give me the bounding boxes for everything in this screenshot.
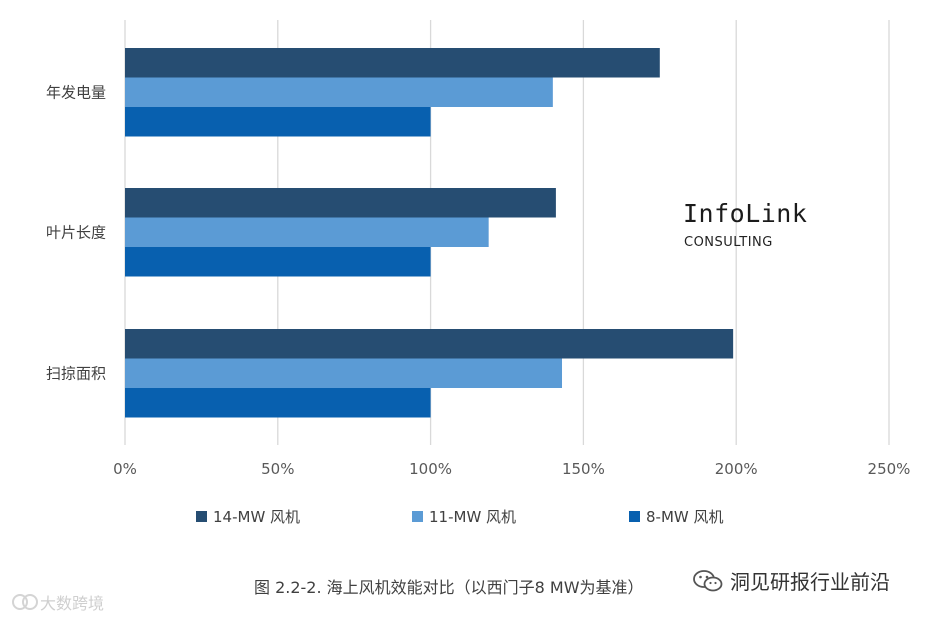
figure-caption: 图 2.2-2. 海上风机效能对比（以西门子8 MW为基准） xyxy=(254,578,644,597)
category-label: 年发电量 xyxy=(46,83,106,101)
bar xyxy=(125,217,489,247)
x-tick-label: 250% xyxy=(868,460,911,478)
bar xyxy=(125,358,563,388)
legend-swatch xyxy=(412,511,423,522)
bar xyxy=(125,188,556,218)
wechat-label: 洞见研报行业前沿 xyxy=(730,570,890,594)
bar xyxy=(125,329,734,359)
bar xyxy=(125,77,553,107)
bar xyxy=(125,107,431,137)
x-tick-label: 200% xyxy=(715,460,758,478)
bar xyxy=(125,48,660,78)
brand-subtitle: CONSULTING xyxy=(684,235,773,250)
watermark: 大数跨境 xyxy=(10,590,104,614)
x-tick-label: 0% xyxy=(113,460,137,478)
watermark-logo-icon xyxy=(12,594,38,610)
x-tick-label: 50% xyxy=(261,460,294,478)
category-label: 扫掠面积 xyxy=(46,364,106,382)
bar xyxy=(125,247,431,277)
legend-label: 14-MW 风机 xyxy=(213,508,300,526)
legend-label: 8-MW 风机 xyxy=(646,508,724,526)
legend-swatch xyxy=(196,511,207,522)
legend-label: 11-MW 风机 xyxy=(429,508,516,526)
watermark-text: 大数跨境 xyxy=(40,594,105,613)
bar xyxy=(125,388,431,418)
x-tick-label: 100% xyxy=(409,460,452,478)
category-label: 叶片长度 xyxy=(46,223,106,241)
wechat-icon xyxy=(693,569,723,591)
brand-logo: InfoLink xyxy=(683,199,808,228)
wechat-account: 洞见研报行业前沿 xyxy=(692,566,890,595)
legend-swatch xyxy=(629,511,640,522)
x-tick-label: 150% xyxy=(562,460,605,478)
